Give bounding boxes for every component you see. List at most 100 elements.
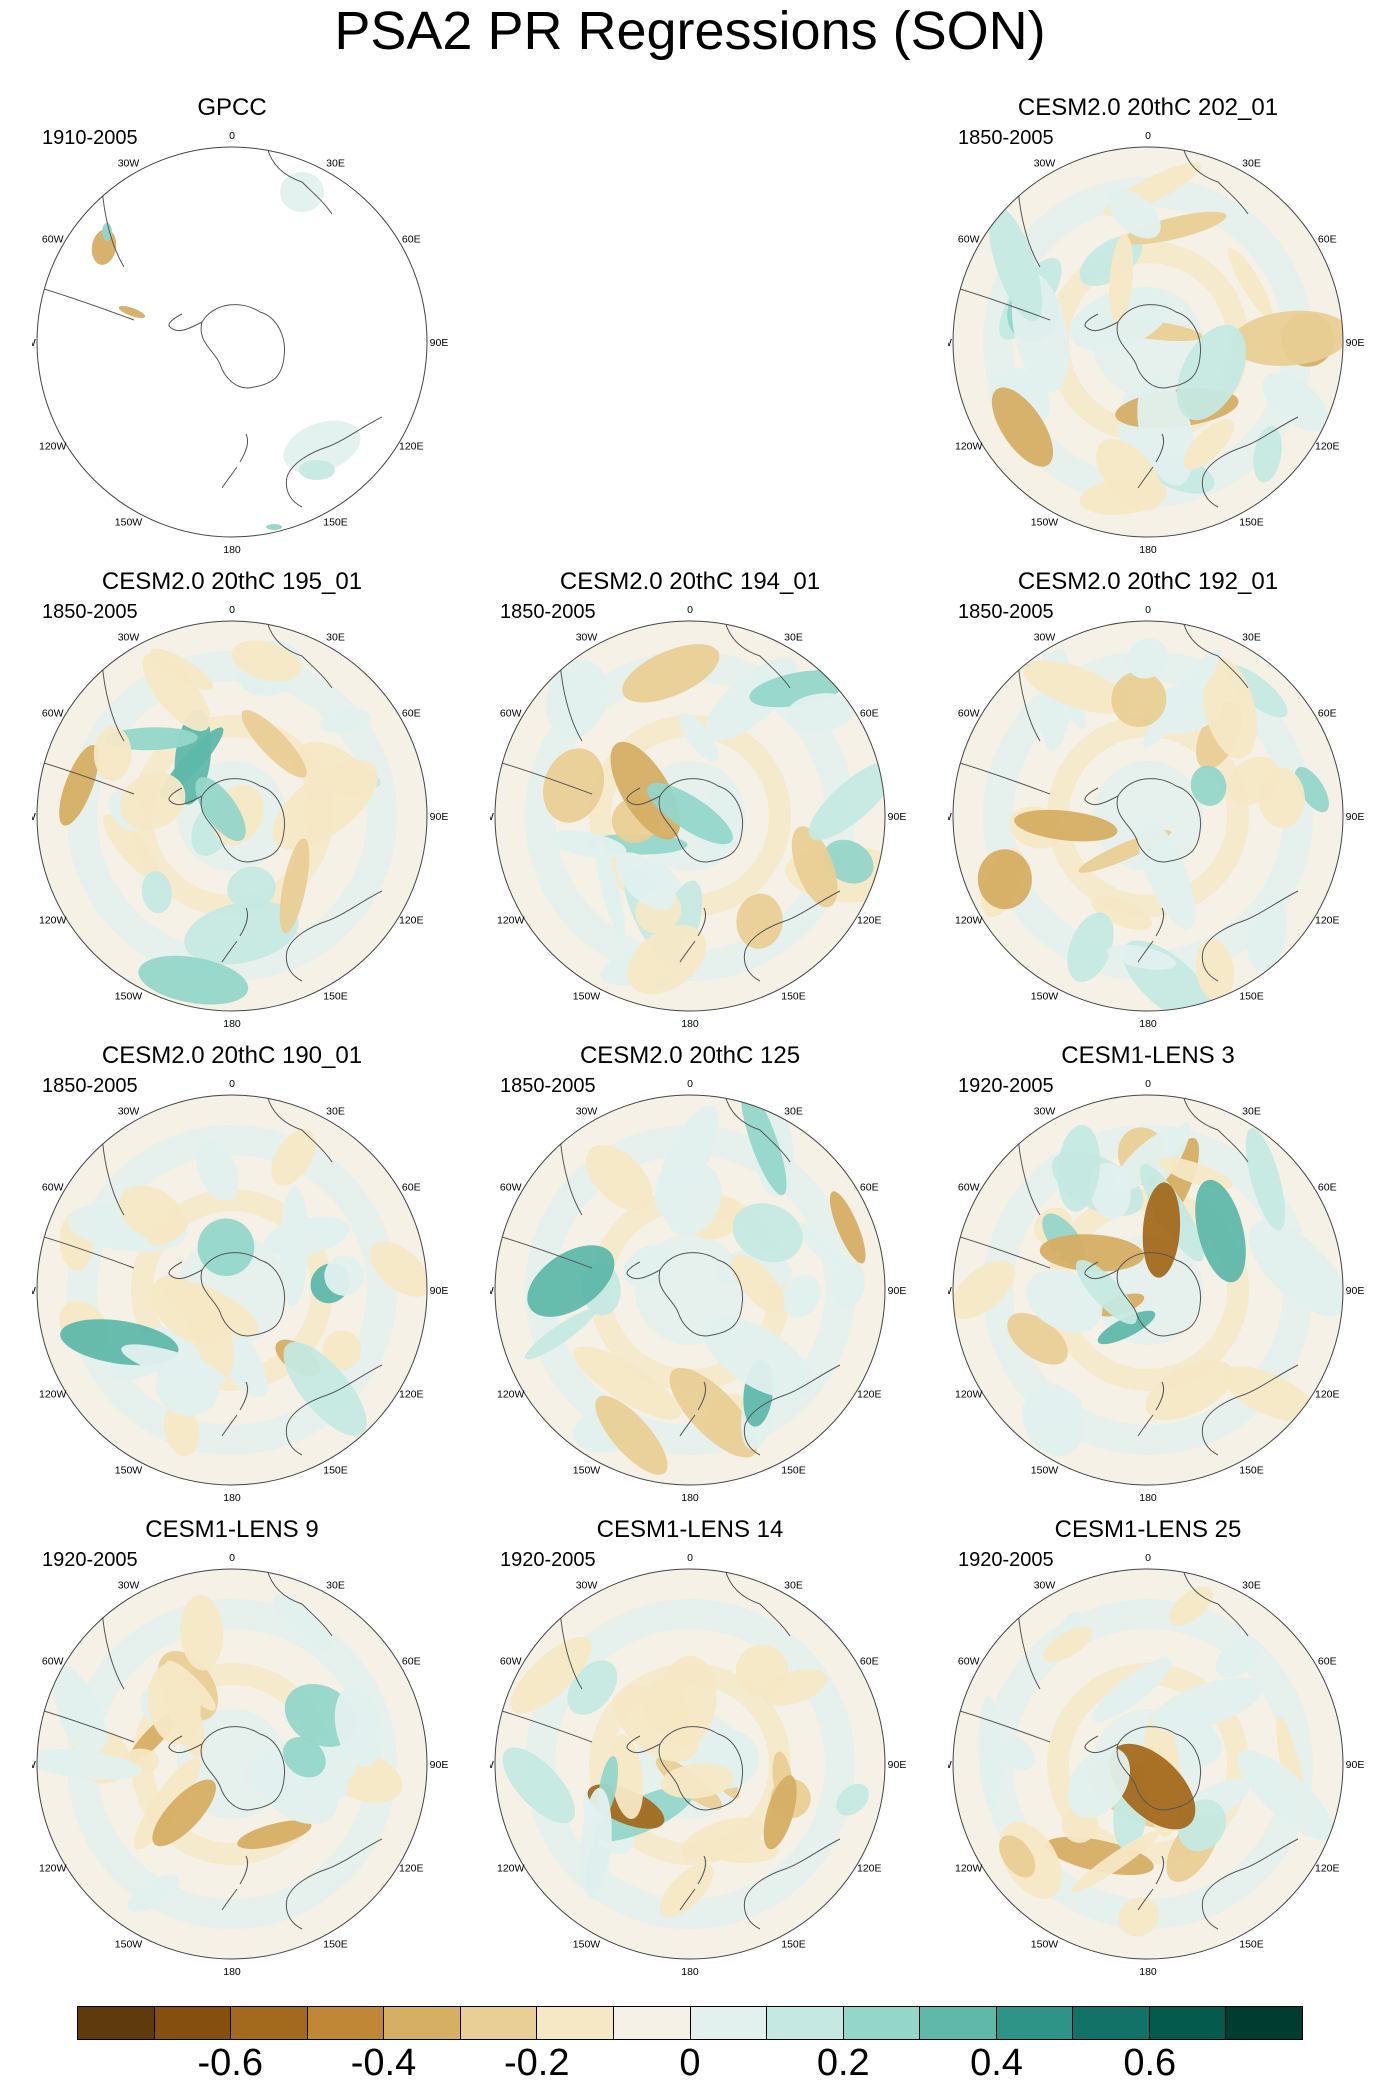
longitude-label: 180 [223,1492,241,1504]
coastline [1084,787,1119,806]
contour-patch [731,1254,785,1314]
coastline [1201,1364,1299,1456]
contour-patch [1222,1366,1317,1423]
longitude-label: 0 [229,130,235,142]
longitude-label: 90E [888,811,907,823]
figure-title: PSA2 PR Regressions (SON) [334,1,1046,61]
coastline [285,1838,383,1930]
contour-patch [1142,1182,1181,1278]
longitude-label: 60E [1318,708,1337,720]
contour-patch [1045,1836,1154,1875]
coastline [200,304,286,389]
coastline [285,416,383,508]
longitude-label: 120W [955,915,983,927]
contour-patch [1145,1360,1234,1420]
contour-patch [988,206,1043,322]
contour-patch [567,1660,618,1715]
longitude-label: 60W [958,1182,980,1194]
contour-patch [736,893,783,949]
contour-patch [510,1636,592,1714]
map-panel: GPCC 0 30E 60E 90E 120E 150E 180 150W 120W 90W 60W 3… [32,94,452,564]
colorbar-swatch [1149,2007,1227,2039]
coastline [37,760,135,795]
longitude-label: 90W [32,1759,36,1771]
contour-patch [997,1736,1035,1771]
coastline [1116,1252,1202,1337]
longitude-label: 60W [500,1182,522,1194]
contour-patch [271,1129,316,1186]
coastline [1137,907,1165,963]
coastline [1137,433,1165,489]
contour-patch [991,387,1054,467]
contour-patch [1071,1830,1160,1893]
longitude-label: 30E [784,632,803,644]
longitude-label: 120W [955,1863,983,1875]
coastline [658,778,744,863]
contour-patch [279,838,310,934]
longitude-label: 150W [115,1938,143,1950]
contour-patch [1262,372,1329,432]
longitude-label: 180 [1139,544,1157,556]
contour-patch [134,1757,201,1850]
contour-patch [831,1259,865,1308]
colorbar-swatch [78,2007,155,2039]
coastline [679,1381,707,1437]
contour-patch [647,782,733,845]
coastline [1116,778,1202,863]
longitude-label: 90W [32,811,36,823]
longitude-label: 90W [490,811,494,823]
coastline [953,760,1051,795]
contour-patch [663,1164,722,1237]
longitude-label: 0 [687,1552,693,1564]
coastline [679,907,707,963]
contour-patch [1190,765,1227,806]
contour-patch [623,1244,675,1287]
contour-patch [669,1367,758,1458]
contour-patch [1067,912,1114,983]
contour-patch [103,814,161,881]
panel-title: CESM1-LENS 25 [1054,1516,1242,1543]
map-boundary [952,146,1344,538]
contour-patch [1067,1747,1131,1819]
longitude-label: 0 [687,1078,693,1090]
coastline [495,1234,593,1269]
longitude-label: 30E [784,1106,803,1118]
longitude-label: 60E [1318,1182,1337,1194]
polar-map: 0 30E 60E 90E 120E 150E 180 150W 120W 90W 60W 30W [948,1078,1364,1504]
colorbar-swatch [843,2007,921,2039]
contour-patch [595,1395,668,1475]
longitude-label: 120E [399,915,424,927]
contour-patch [1143,649,1222,748]
coastline [1182,621,1249,689]
longitude-label: 90E [430,1285,449,1297]
contour-patch [180,1594,224,1671]
map-boundary [494,1568,886,1960]
map-panel: CESM1-LENS 9 0 30E 60E 90E 120E 150E 180 150W 120… [32,1516,452,1986]
panel-period: 1850-2005 [958,601,1054,623]
longitude-label: 180 [1139,1492,1157,1504]
contour-patch [302,797,333,837]
contour-patch [1109,233,1134,323]
map-panel: CESM2.0 20thC 202_01 0 30E 60E 90E 120E 150E 18… [948,94,1368,564]
coastline [724,1569,791,1637]
longitude-label: 180 [681,1966,699,1978]
map-panel: CESM1-LENS 25 0 30E 60E 90E 120E 150E 180 150W 12… [948,1516,1368,1986]
map-boundary [36,146,428,538]
longitude-label: 0 [1145,604,1151,616]
contour-patch [283,1341,367,1437]
longitude-label: 60E [1318,1656,1337,1668]
panel-period: 1850-2005 [42,1075,138,1097]
contour-patch [614,1685,700,1762]
contour-patch [585,1144,653,1211]
contour-patch [237,1820,312,1849]
coastline [168,1261,203,1280]
contour-patch [1118,1897,1159,1937]
longitude-label: 90W [32,1285,36,1297]
longitude-label: 150E [781,1464,806,1476]
longitude-label: 30E [1242,1580,1261,1592]
contour-patch [1183,419,1235,470]
contour-patch [1195,938,1234,1002]
contour-patch [977,849,1032,910]
contour-patch [1112,1128,1181,1193]
contour-patch [1215,1637,1262,1678]
